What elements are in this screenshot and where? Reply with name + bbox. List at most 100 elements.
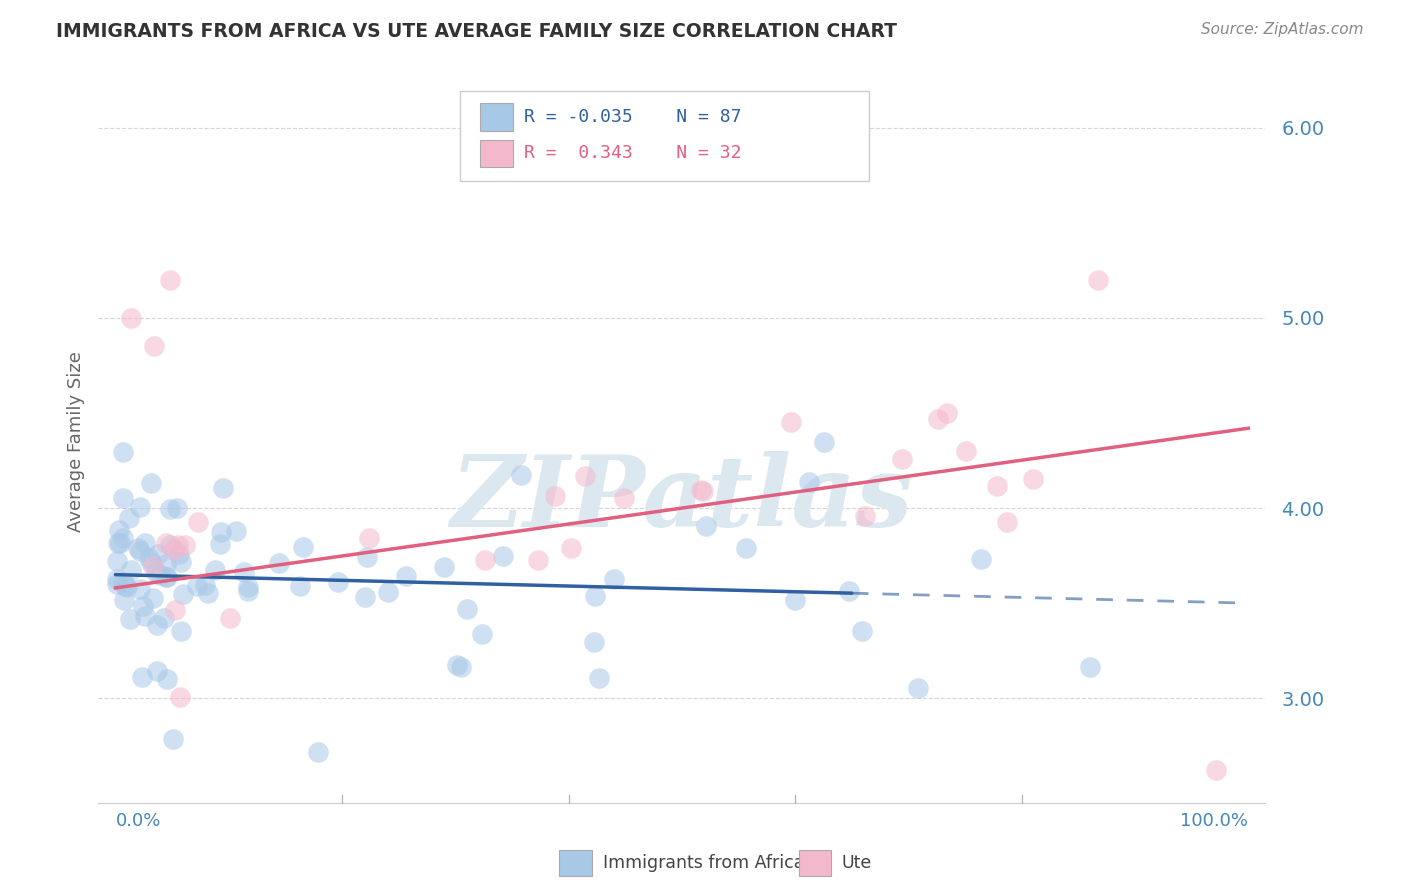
Point	[149, 567, 172, 582]
Point	[510, 467, 533, 482]
Point	[1205, 764, 1227, 778]
Point	[155, 570, 177, 584]
Point	[112, 531, 135, 545]
Point	[433, 560, 456, 574]
Point	[1087, 273, 1109, 287]
Point	[838, 583, 860, 598]
Bar	[799, 850, 831, 877]
Point	[891, 452, 914, 467]
Point	[141, 476, 163, 491]
Point	[474, 553, 496, 567]
Point	[208, 537, 231, 551]
Point	[197, 585, 219, 599]
Point	[105, 576, 128, 591]
Point	[134, 609, 156, 624]
Text: 100.0%: 100.0%	[1181, 813, 1249, 830]
Point	[112, 491, 135, 505]
Point	[132, 599, 155, 613]
Text: Immigrants from Africa: Immigrants from Africa	[603, 855, 804, 872]
Point	[187, 516, 209, 530]
Point	[145, 565, 167, 579]
Point	[613, 491, 636, 505]
Point	[114, 579, 136, 593]
Point	[204, 563, 226, 577]
Point	[783, 593, 806, 607]
Text: ZIPatlas: ZIPatlas	[451, 451, 912, 548]
Point	[143, 339, 166, 353]
Point	[129, 500, 152, 514]
Point	[142, 591, 165, 605]
Point	[212, 481, 235, 495]
Point	[138, 551, 160, 566]
Point	[120, 563, 142, 577]
Point	[307, 745, 329, 759]
Point	[356, 550, 378, 565]
Point	[107, 536, 129, 550]
Point	[995, 516, 1018, 530]
Point	[853, 509, 876, 524]
Point	[186, 578, 208, 592]
Point	[170, 555, 193, 569]
Point	[583, 589, 606, 603]
Point	[142, 559, 165, 574]
Point	[290, 579, 312, 593]
Point	[986, 479, 1008, 493]
Point	[357, 531, 380, 545]
Point	[153, 610, 176, 624]
Point	[492, 549, 515, 563]
FancyBboxPatch shape	[460, 91, 869, 181]
Point	[146, 618, 169, 632]
Text: Source: ZipAtlas.com: Source: ZipAtlas.com	[1201, 22, 1364, 37]
Point	[544, 489, 567, 503]
Text: IMMIGRANTS FROM AFRICA VS UTE AVERAGE FAMILY SIZE CORRELATION CHART: IMMIGRANTS FROM AFRICA VS UTE AVERAGE FA…	[56, 22, 897, 41]
Point	[907, 681, 929, 695]
Point	[1022, 472, 1045, 486]
Point	[170, 624, 193, 638]
Point	[735, 541, 758, 556]
Point	[163, 603, 186, 617]
Point	[851, 624, 873, 638]
Point	[105, 572, 128, 586]
Point	[354, 591, 377, 605]
Point	[128, 544, 150, 558]
Point	[114, 593, 136, 607]
Text: 0.0%: 0.0%	[115, 813, 160, 830]
Point	[169, 690, 191, 704]
Point	[134, 535, 156, 549]
Point	[225, 524, 247, 538]
Bar	[560, 850, 592, 877]
Point	[583, 635, 606, 649]
Point	[471, 627, 494, 641]
Point	[155, 558, 177, 572]
Point	[695, 519, 717, 533]
Point	[291, 541, 314, 555]
Point	[163, 543, 186, 558]
Point	[155, 536, 177, 550]
Point	[167, 538, 190, 552]
Point	[131, 670, 153, 684]
Point	[141, 555, 163, 569]
Point	[527, 553, 550, 567]
Point	[377, 585, 399, 599]
Point	[146, 547, 169, 561]
Point	[970, 552, 993, 566]
Point	[395, 569, 418, 583]
Point	[105, 554, 128, 568]
Point	[127, 541, 149, 555]
Point	[603, 573, 626, 587]
Point	[692, 484, 714, 499]
Point	[156, 569, 179, 583]
Point	[129, 582, 152, 596]
Point	[233, 566, 256, 580]
Point	[111, 444, 134, 458]
Point	[120, 310, 142, 325]
Point	[108, 524, 131, 538]
Point	[456, 601, 478, 615]
Point	[574, 468, 596, 483]
Point	[209, 524, 232, 539]
Point	[159, 502, 181, 516]
Point	[797, 475, 820, 489]
Point	[108, 535, 131, 549]
Bar	[479, 139, 513, 167]
Point	[146, 665, 169, 679]
